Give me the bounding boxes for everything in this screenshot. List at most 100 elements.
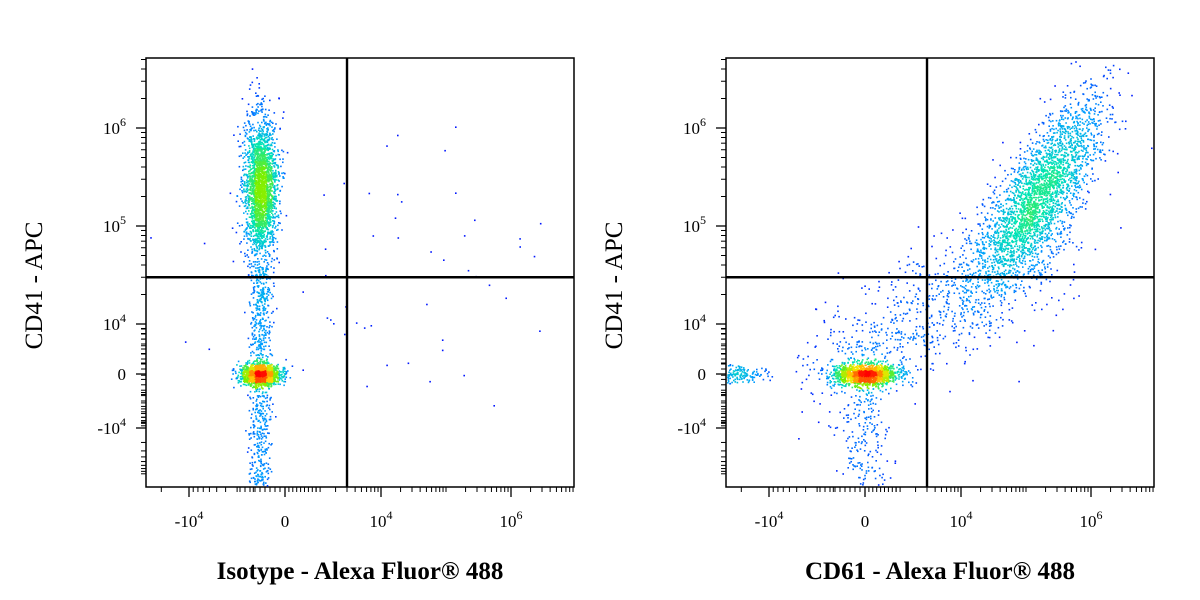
event-dot — [258, 132, 260, 134]
event-dot — [257, 236, 259, 238]
event-dot — [257, 455, 260, 457]
event-dot — [397, 134, 399, 137]
event-dot — [249, 125, 252, 128]
event-dot — [263, 241, 266, 244]
event-dot — [265, 281, 268, 284]
event-dot — [264, 137, 266, 140]
y-tick-label: 0 — [118, 365, 127, 384]
event-dot — [264, 337, 267, 339]
event-dot — [244, 255, 247, 257]
event-dot — [267, 472, 270, 475]
event-dot — [240, 241, 242, 243]
event-dot — [285, 371, 288, 374]
event-dot — [1017, 171, 1019, 174]
event-dot — [252, 397, 255, 399]
event-dot — [264, 367, 266, 370]
event-dot — [259, 187, 262, 190]
event-dot — [269, 382, 271, 385]
event-dot — [272, 365, 275, 367]
event-dot — [263, 306, 265, 308]
event-dot — [252, 374, 254, 377]
event-dot — [258, 227, 261, 230]
event-dot — [284, 172, 286, 175]
event-dot — [250, 136, 252, 138]
event-dot — [253, 291, 255, 294]
event-dot — [263, 432, 265, 435]
event-dot — [259, 146, 262, 148]
event-dot — [253, 195, 256, 197]
event-dot — [250, 227, 252, 229]
event-dot — [249, 396, 251, 399]
event-dot — [244, 184, 246, 187]
event-dot — [241, 224, 243, 226]
event-dot — [256, 241, 259, 244]
event-dot — [266, 130, 268, 133]
event-dot — [259, 229, 262, 231]
event-dot — [264, 212, 267, 215]
event-dot — [269, 353, 272, 355]
event-dot — [257, 444, 260, 447]
event-dot — [257, 370, 260, 372]
event-dot — [259, 480, 262, 482]
event-dot — [271, 379, 273, 381]
event-dot — [250, 232, 253, 235]
event-dot — [259, 167, 261, 169]
event-dot — [265, 391, 268, 394]
event-dot — [267, 372, 269, 374]
event-dot — [238, 371, 240, 374]
event-dot — [263, 177, 266, 180]
event-dot — [463, 235, 466, 237]
event-dot — [267, 432, 269, 434]
event-dot — [266, 219, 268, 221]
event-dot — [253, 426, 255, 429]
event-dot — [250, 246, 252, 248]
event-dot — [253, 433, 256, 435]
event-dot — [263, 168, 265, 171]
event-dot — [235, 377, 238, 380]
event-dot — [279, 210, 282, 212]
event-dot — [250, 321, 253, 324]
event-dot — [265, 195, 268, 197]
event-dot — [261, 194, 263, 196]
event-dot — [255, 184, 258, 186]
event-dot — [259, 421, 262, 424]
event-dot — [250, 449, 253, 451]
event-dot — [254, 144, 257, 146]
event-dot — [253, 338, 256, 340]
event-dot — [261, 446, 264, 449]
event-dot — [257, 198, 259, 201]
event-dot — [268, 207, 271, 209]
event-dot — [259, 138, 262, 141]
event-dot — [258, 335, 261, 337]
event-dot — [261, 148, 263, 151]
event-dot — [243, 381, 246, 383]
event-dot — [259, 402, 261, 404]
event-dot — [252, 433, 255, 435]
event-dot — [255, 109, 257, 112]
event-dot — [250, 179, 253, 182]
event-dot — [269, 216, 272, 218]
event-dot — [242, 383, 245, 386]
event-dot — [1041, 189, 1043, 192]
event-dot — [257, 357, 259, 359]
event-dot — [281, 380, 284, 382]
event-dot — [262, 287, 265, 289]
event-dot — [257, 388, 259, 391]
event-dot — [261, 415, 264, 418]
event-dot — [265, 437, 268, 439]
event-dot — [258, 292, 261, 295]
event-dot — [278, 379, 281, 381]
event-dot — [261, 380, 264, 383]
event-dot — [271, 230, 273, 232]
event-dot — [255, 111, 257, 113]
event-dot — [273, 250, 275, 253]
event-dot — [262, 387, 264, 390]
event-dot — [278, 374, 281, 377]
event-dot — [269, 203, 272, 206]
event-dot — [270, 297, 273, 300]
event-dot — [271, 186, 273, 188]
event-dot — [240, 176, 243, 179]
event-dot — [256, 382, 259, 384]
event-dot — [258, 269, 261, 271]
